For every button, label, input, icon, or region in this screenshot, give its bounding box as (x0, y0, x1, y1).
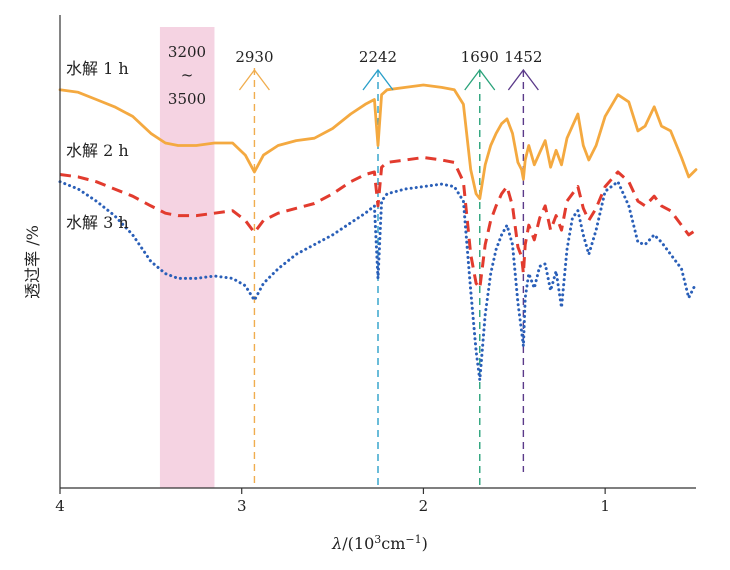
series-label-2h: 水解 2 h (66, 141, 129, 160)
annotation-label-1452: 1452 (504, 48, 542, 66)
series-layer (58, 83, 698, 382)
band-layer (159, 27, 215, 488)
x-tick-label: 4 (55, 497, 65, 515)
annotation-label-2242: 2242 (359, 48, 397, 66)
x-axis-label-unit-mid: cm (381, 534, 405, 553)
x-tick-label: 2 (419, 497, 429, 515)
annotation-layer: 2930 2242 1690 1452 (235, 48, 542, 91)
annotation-label-2930: 2930 (235, 48, 273, 66)
series-label-1h: 水解 1 h (66, 59, 129, 78)
series-line-3h (58, 180, 698, 382)
x-tick-label: 3 (237, 497, 247, 515)
x-axis-label-symbol: λ (331, 534, 342, 553)
annotation-arrow-2930 (238, 68, 270, 91)
x-axis-label-exp1: 3 (374, 533, 381, 546)
x-axis-label-exp2: −1 (405, 533, 421, 546)
band-label-mid: ~ (181, 66, 194, 84)
series-line-1h (58, 83, 698, 201)
x-axis-label-unit-suffix: ) (422, 534, 428, 553)
x-axis-label-unit-prefix: /(10 (342, 534, 374, 553)
series-label-3h: 水解 3 h (66, 213, 129, 232)
x-tick-label: 1 (600, 497, 610, 515)
x-ticks: 4 3 2 1 (55, 488, 610, 515)
y-axis-label: 透过率 /% (23, 225, 42, 299)
annotation-arrow-2242 (362, 68, 394, 91)
band-label-top: 3200 (168, 43, 206, 61)
x-axis-label: λ/(103cm−1) (331, 533, 428, 553)
annotation-label-1690: 1690 (461, 48, 499, 66)
band-label-bottom: 3500 (168, 90, 206, 108)
annotation-arrow-1690 (464, 68, 496, 91)
band-3200-3500 (159, 27, 215, 488)
guide-layer (253, 68, 525, 488)
annotation-arrow-1452 (507, 68, 539, 91)
